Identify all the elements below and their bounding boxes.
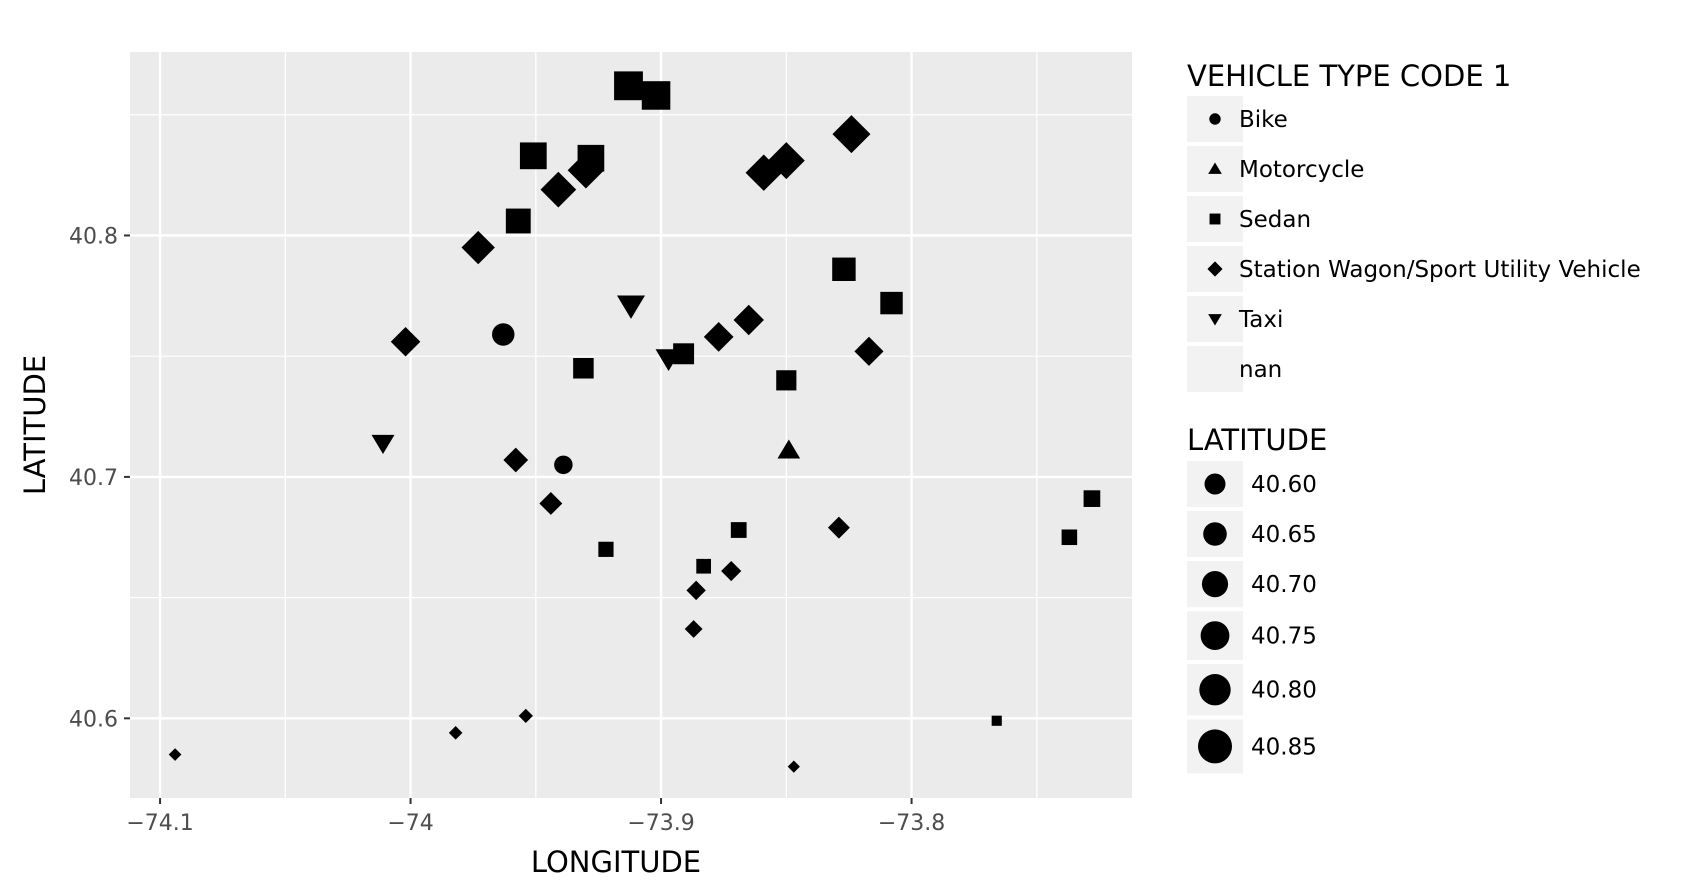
y-tick-label: 40.8: [69, 224, 118, 249]
data-point: [880, 291, 903, 315]
data-point: [371, 434, 395, 455]
data-point: [767, 142, 805, 180]
legend-key-triangle-down: [1208, 314, 1222, 326]
legend-key-diamond: [1207, 261, 1223, 277]
data-point: [492, 323, 515, 346]
legend-key-size-circle: [1200, 621, 1230, 650]
data-point: [733, 304, 764, 336]
data-point: [991, 715, 1002, 726]
data-point: [539, 491, 563, 515]
data-points: [168, 71, 1101, 773]
size-legend-label: 40.60: [1251, 472, 1317, 498]
legend-key-triangle-up: [1208, 162, 1222, 174]
data-point: [787, 760, 800, 773]
data-point: [686, 580, 706, 601]
data-point: [1061, 529, 1078, 546]
x-tick-label: −74: [387, 811, 433, 836]
data-point: [776, 370, 797, 391]
y-tick-label: 40.7: [69, 466, 118, 491]
data-point: [696, 558, 711, 574]
legend-key-size-circle: [1203, 522, 1227, 546]
data-point: [519, 142, 547, 170]
shape-legend-title: VEHICLE TYPE CODE 1: [1187, 59, 1511, 93]
data-point: [503, 447, 529, 473]
legend-key-size-circle: [1199, 674, 1231, 706]
data-point: [684, 620, 703, 638]
data-point: [827, 516, 850, 539]
plot-panel: [130, 52, 1132, 798]
data-point: [673, 343, 695, 365]
data-point: [1083, 490, 1101, 507]
size-legend-title: LATITUDE: [1187, 423, 1327, 457]
legend-key-circle: [1209, 113, 1221, 125]
legend-item-label: Motorcycle: [1239, 157, 1364, 183]
data-point: [505, 208, 531, 234]
data-point: [730, 522, 747, 538]
data-point: [832, 115, 871, 154]
data-point: [540, 171, 577, 208]
legend-item-label: nan: [1239, 357, 1282, 383]
legend-key-size-circle: [1198, 729, 1232, 764]
data-point: [168, 748, 182, 761]
data-point: [518, 708, 533, 724]
shape-legend: VEHICLE TYPE CODE 1 Bike Motorcycle Sedan S…: [1187, 59, 1641, 392]
x-axis-title: LONGITUDE: [531, 845, 701, 879]
legend-key-size-circle: [1204, 473, 1226, 495]
legend-item-label: Bike: [1239, 107, 1288, 133]
legend-item-label: Sedan: [1239, 207, 1311, 233]
data-point: [573, 358, 594, 379]
data-point: [832, 257, 856, 281]
major-gridlines: [130, 52, 1132, 798]
data-point: [577, 144, 605, 172]
size-legend-label: 40.70: [1251, 572, 1317, 598]
legend-key-box: [1187, 346, 1243, 392]
size-legend-label: 40.85: [1251, 734, 1317, 760]
data-point: [598, 541, 614, 557]
legend-key-square: [1209, 213, 1221, 225]
y-tick-label: 40.6: [69, 707, 118, 732]
data-point: [703, 322, 734, 352]
x-axis: −74.1 −74 −73.9 −73.8: [126, 798, 945, 836]
size-legend-label: 40.75: [1251, 624, 1317, 650]
data-point: [461, 230, 495, 265]
data-point: [554, 455, 573, 475]
x-tick-label: −73.9: [627, 811, 694, 836]
size-legend: LATITUDE 40.60 40.65 40.70 40.75 40.80 40.85: [1187, 423, 1327, 774]
data-point: [616, 295, 646, 319]
data-point: [641, 81, 671, 110]
size-legend-label: 40.80: [1251, 678, 1317, 704]
data-point: [390, 326, 421, 357]
size-legend-label: 40.65: [1251, 522, 1317, 548]
legend-item-label: Station Wagon/Sport Utility Vehicle: [1239, 257, 1641, 283]
legend-key-size-circle: [1201, 571, 1229, 598]
y-axis: 40.6 40.7 40.8: [69, 224, 130, 732]
y-axis-title: LATITUDE: [18, 355, 52, 495]
x-tick-label: −74.1: [126, 811, 193, 836]
x-tick-label: −73.8: [878, 811, 945, 836]
data-point: [777, 439, 801, 459]
data-point: [614, 71, 643, 101]
legend-item-label: Taxi: [1238, 307, 1283, 333]
data-point: [721, 560, 742, 582]
data-point: [448, 726, 463, 740]
data-point: [854, 336, 884, 366]
